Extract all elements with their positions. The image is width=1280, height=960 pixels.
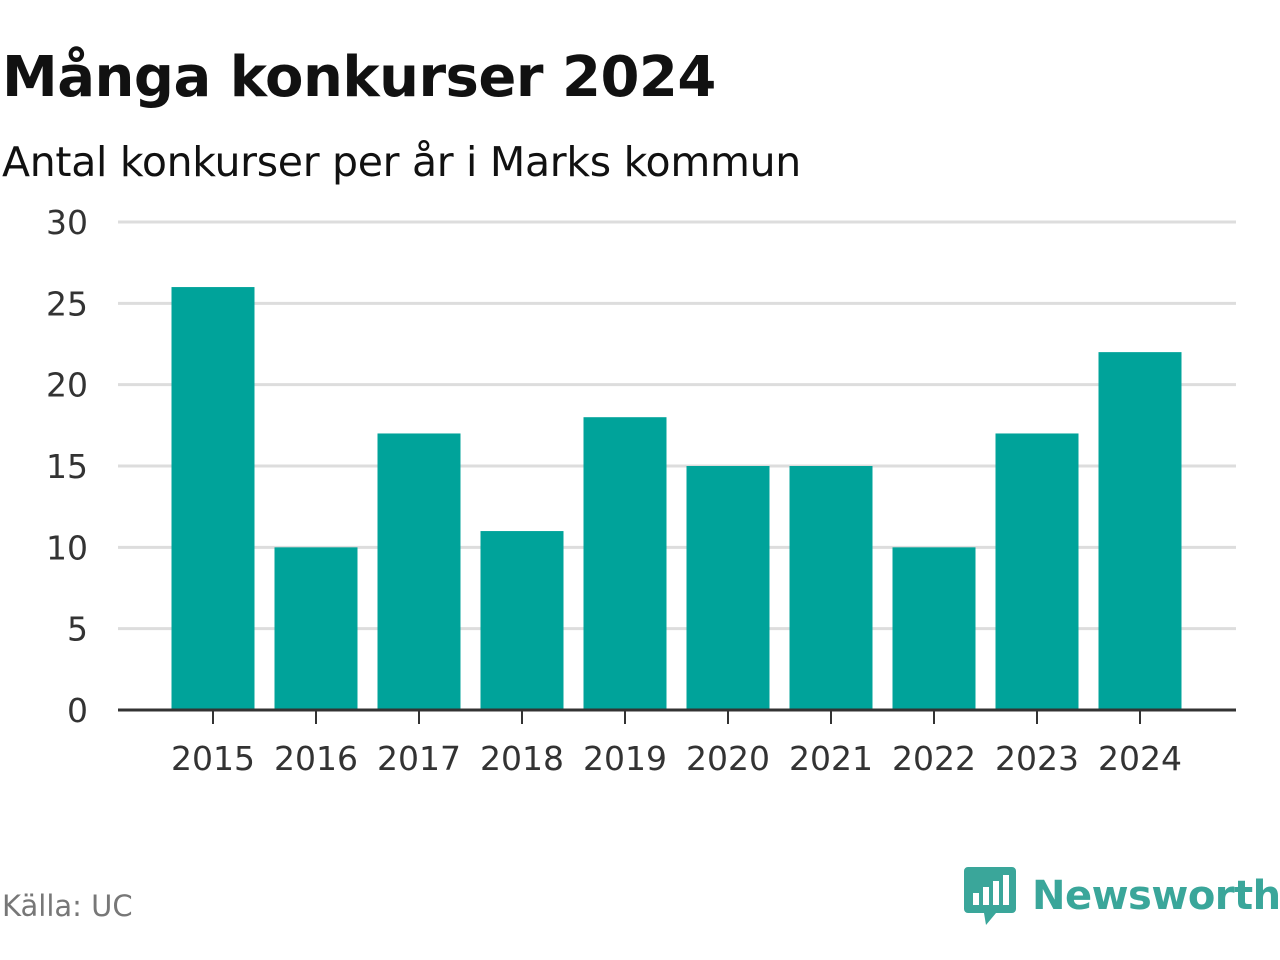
bar	[171, 287, 255, 710]
y-tick-label: 0	[67, 691, 88, 730]
bar	[995, 433, 1079, 710]
x-tick-label: 2021	[789, 739, 873, 778]
x-tick-label: 2020	[686, 739, 770, 778]
bar	[789, 466, 873, 710]
y-tick-label: 20	[46, 366, 88, 405]
y-tick-label: 5	[67, 610, 88, 649]
y-tick-label: 15	[46, 447, 88, 486]
y-tick-label: 30	[46, 203, 88, 242]
bar-chart: 0 5 10 15 20 25 30 2015 2016 2017 2018 2019 2020 2021…	[46, 203, 1236, 778]
bar	[480, 531, 564, 710]
x-tick-label: 2015	[171, 739, 255, 778]
x-tick-label: 2022	[892, 739, 976, 778]
bar	[892, 547, 976, 710]
y-tick-label: 25	[46, 284, 88, 323]
bar	[1098, 352, 1182, 710]
y-tick-label: 10	[46, 528, 88, 567]
x-tick-label: 2024	[1098, 739, 1182, 778]
x-tick-label: 2019	[583, 739, 667, 778]
bar	[583, 417, 667, 710]
bar	[686, 466, 770, 710]
chart-subtitle: Antal konkurser per år i Marks kommun	[2, 138, 801, 186]
x-tick-label: 2023	[995, 739, 1079, 778]
brand-name: Newsworthy	[1032, 873, 1280, 919]
source-note: Källa: UC	[2, 889, 133, 923]
newsworthy-chat-bar-icon	[964, 867, 1016, 925]
bar	[377, 433, 461, 710]
x-tick-label: 2018	[480, 739, 564, 778]
bar	[274, 547, 358, 710]
x-tick-label: 2016	[274, 739, 358, 778]
chart-title: Många konkurser 2024	[2, 45, 716, 110]
x-tick-label: 2017	[377, 739, 461, 778]
brand-logo: Newsworthy	[964, 864, 1280, 928]
